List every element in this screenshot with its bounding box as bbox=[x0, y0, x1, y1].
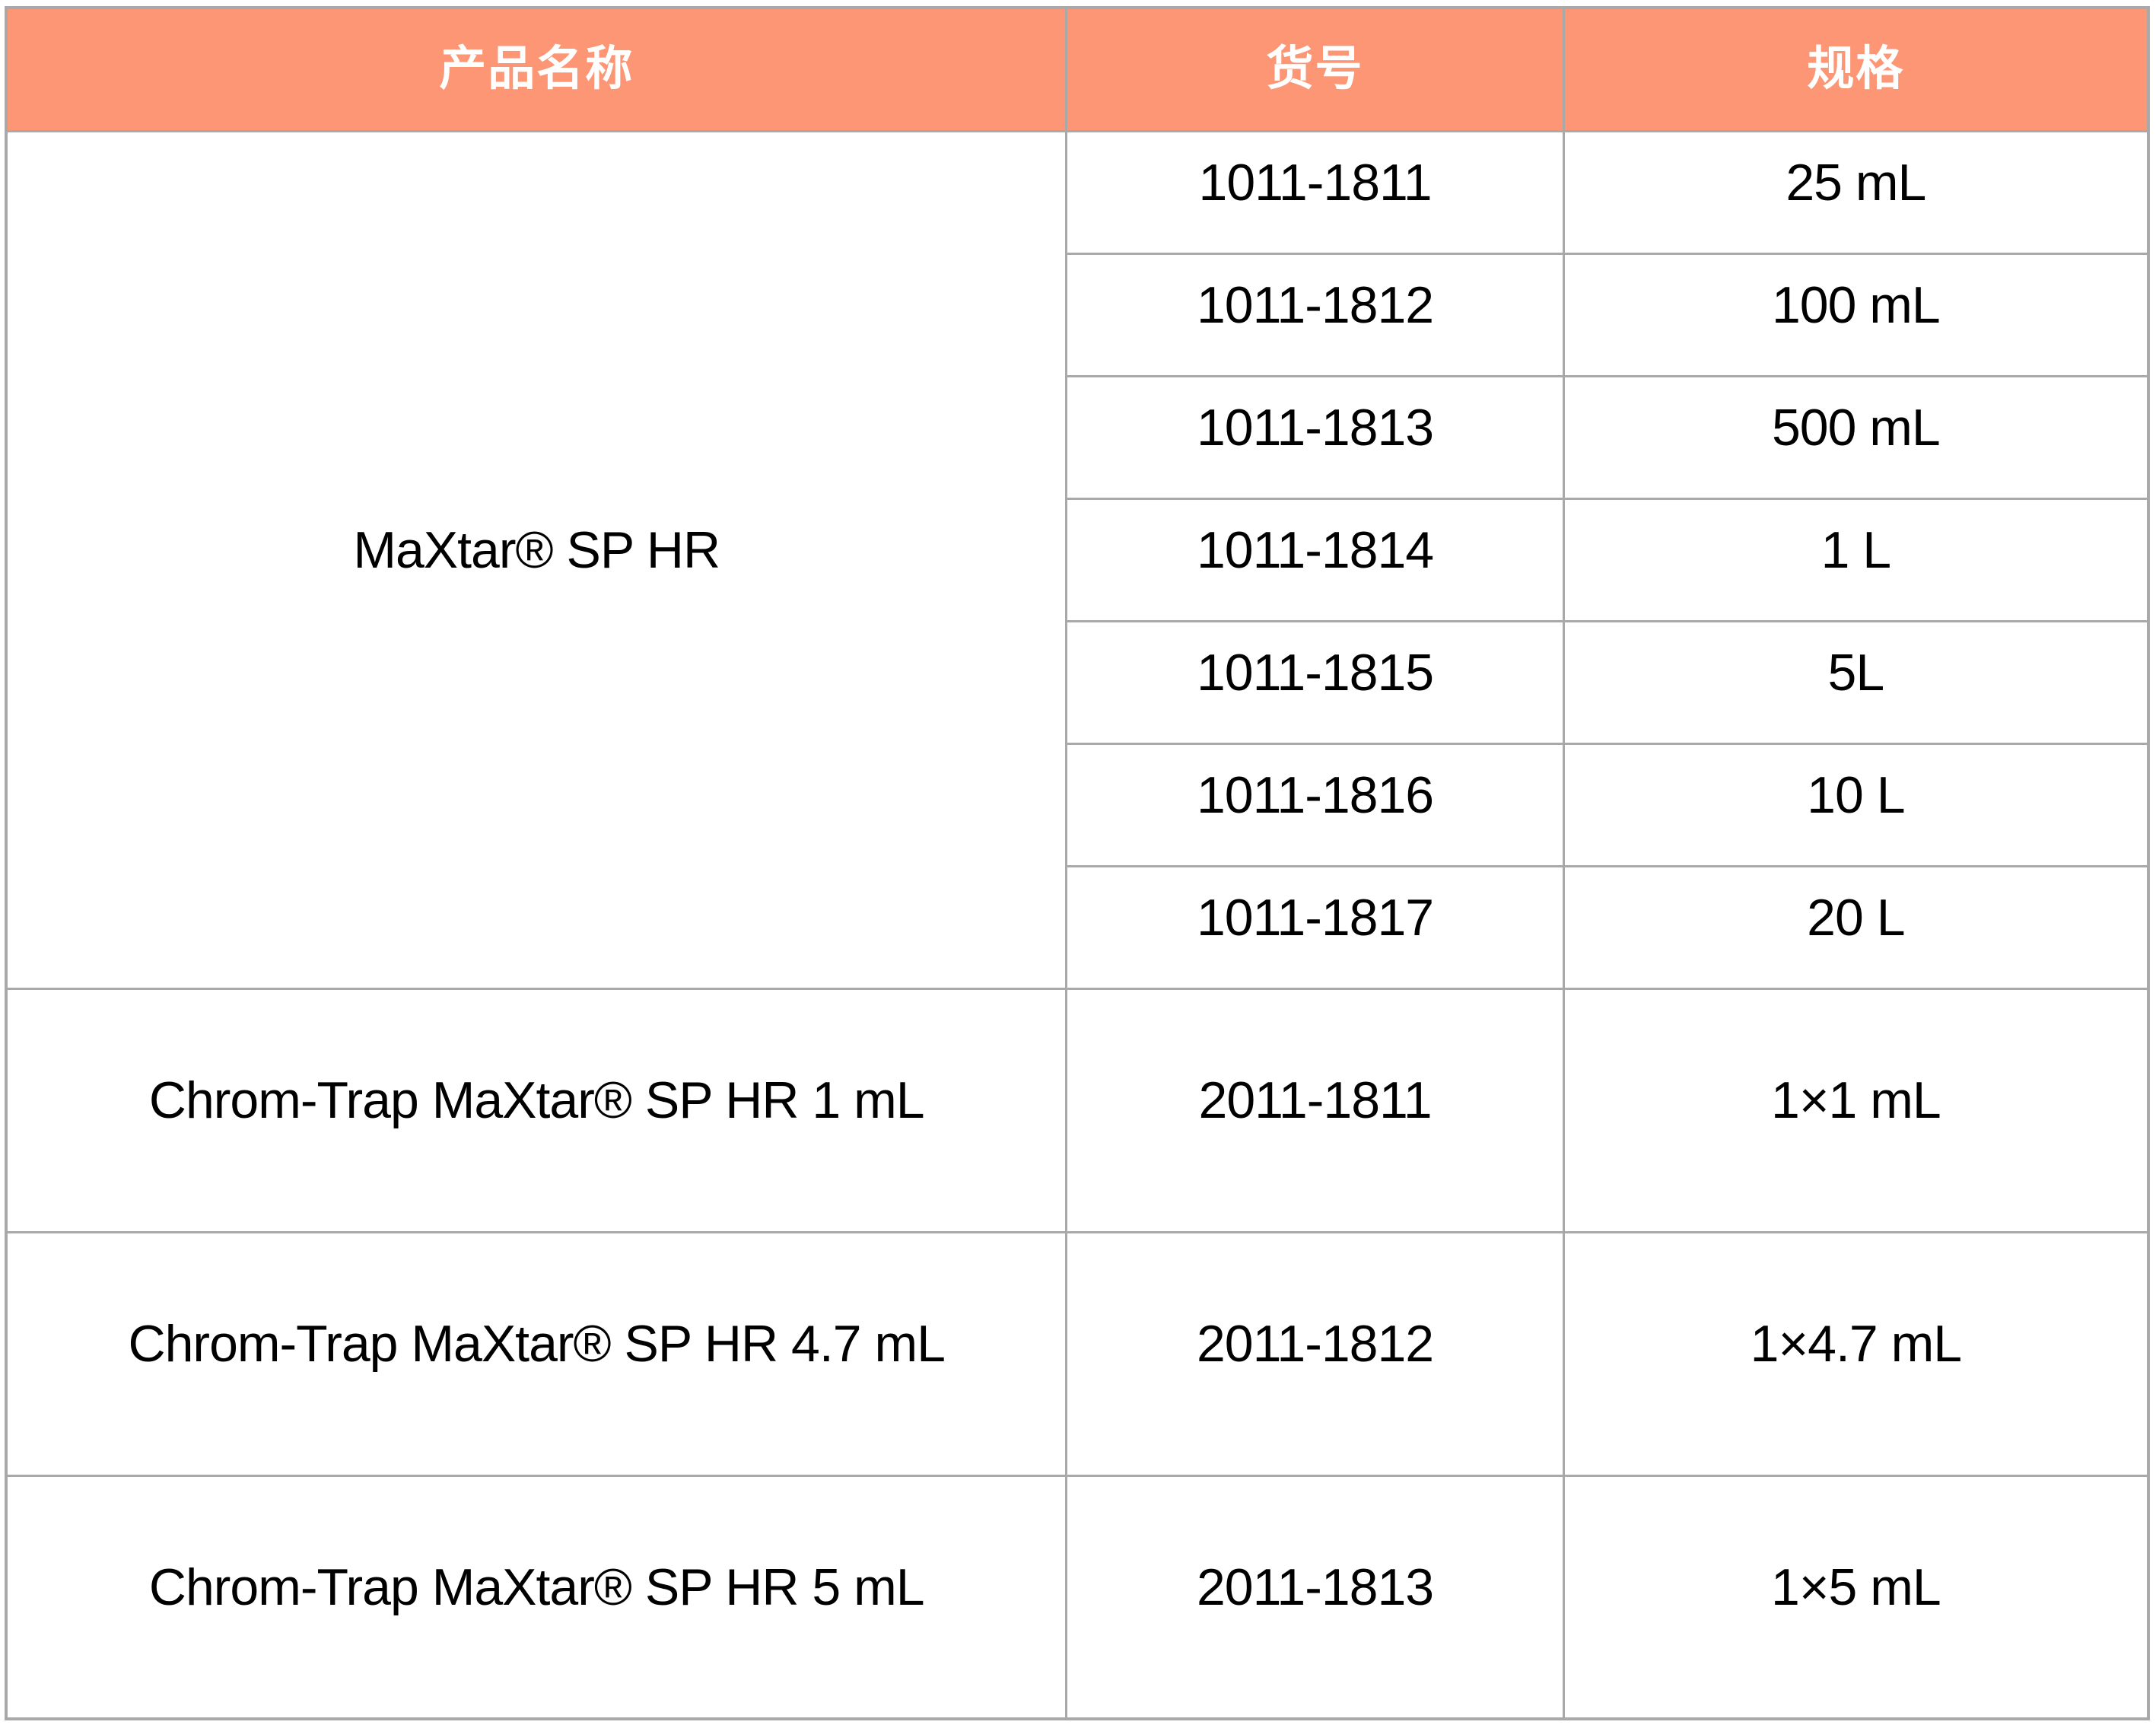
product-name-maxtar-sp-hr: MaXtar® SP HR bbox=[5, 129, 1068, 990]
catalog-cell: 1011-1811 bbox=[1065, 129, 1565, 255]
spec-cell: 10 L bbox=[1562, 742, 2150, 867]
catalog-cell: 1011-1814 bbox=[1065, 497, 1565, 622]
catalog-cell: 2011-1813 bbox=[1065, 1474, 1565, 1720]
catalog-cell: 2011-1811 bbox=[1065, 987, 1565, 1233]
product-name-chromtrap-4-7ml: Chrom-Trap MaXtar® SP HR 4.7 mL bbox=[5, 1230, 1068, 1477]
catalog-cell: 1011-1813 bbox=[1065, 374, 1565, 500]
spec-cell: 1×1 mL bbox=[1562, 987, 2150, 1233]
header-cell-specification: 规格 bbox=[1562, 6, 2150, 132]
spec-cell: 1×5 mL bbox=[1562, 1474, 2150, 1720]
catalog-cell: 1011-1812 bbox=[1065, 252, 1565, 377]
header-row: 产品名称 货号 规格 bbox=[5, 6, 2150, 132]
catalog-cell: 1011-1816 bbox=[1065, 742, 1565, 867]
table-row: MaXtar® SP HR 1011-1811 25 mL bbox=[5, 129, 2150, 990]
catalog-cell: 2011-1812 bbox=[1065, 1230, 1565, 1477]
header-cell-product-name: 产品名称 bbox=[5, 6, 1068, 132]
table-row: Chrom-Trap MaXtar® SP HR 5 mL 2011-1813 … bbox=[5, 1474, 2150, 1720]
catalog-cell: 1011-1817 bbox=[1065, 864, 1565, 990]
spec-cell: 500 mL bbox=[1562, 374, 2150, 500]
header-cell-catalog-number: 货号 bbox=[1065, 6, 1565, 132]
table-row: 1011-1814 1 L bbox=[6, 497, 2150, 622]
spec-cell: 20 L bbox=[1562, 864, 2150, 990]
spec-cell: 5L bbox=[1562, 619, 2150, 745]
table-row: Chrom-Trap MaXtar® SP HR 1 mL 2011-1811 … bbox=[5, 987, 2150, 1233]
table-row: 1011-1817 20 L bbox=[6, 864, 2150, 990]
table-row: 1011-1815 5L bbox=[6, 619, 2150, 745]
spec-cell: 100 mL bbox=[1562, 252, 2150, 377]
table-row: 1011-1813 500 mL bbox=[6, 374, 2150, 500]
product-name-chromtrap-5ml: Chrom-Trap MaXtar® SP HR 5 mL bbox=[5, 1474, 1068, 1720]
spec-cell: 25 mL bbox=[1562, 129, 2150, 255]
catalog-cell: 1011-1815 bbox=[1065, 619, 1565, 745]
product-spec-table: 产品名称 货号 规格 MaXtar® SP HR 1011-1811 25 mL… bbox=[5, 6, 2150, 1720]
table-row: 1011-1812 100 mL bbox=[6, 252, 2150, 377]
table-row: 1011-1816 10 L bbox=[6, 742, 2150, 867]
spec-cell: 1×4.7 mL bbox=[1562, 1230, 2150, 1477]
product-name-chromtrap-1ml: Chrom-Trap MaXtar® SP HR 1 mL bbox=[5, 987, 1068, 1233]
spec-cell: 1 L bbox=[1562, 497, 2150, 622]
table-row: Chrom-Trap MaXtar® SP HR 4.7 mL 2011-181… bbox=[5, 1230, 2150, 1477]
